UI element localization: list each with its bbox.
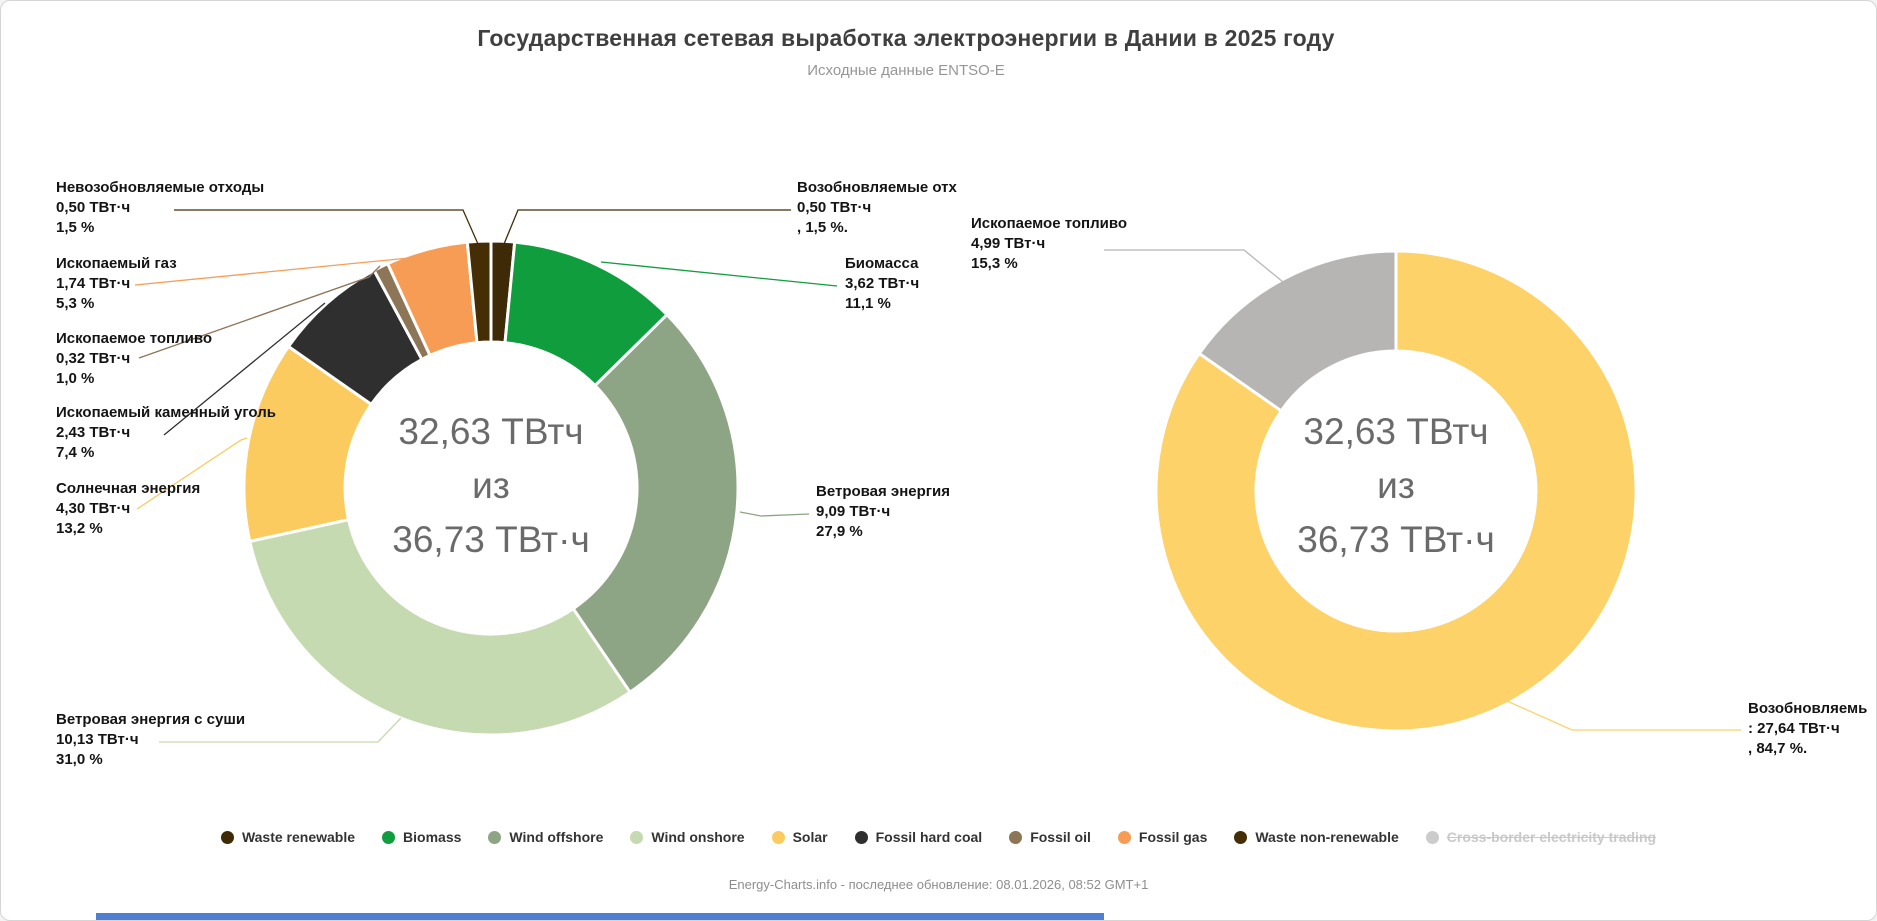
callout-percent: 11,1 %: [845, 295, 891, 312]
callout-percent: , 84,7 %.: [1748, 740, 1808, 757]
legend-item-fossil-hard-coal[interactable]: Fossil hard coal: [854, 829, 983, 845]
callout-waste-renewable: Возобновляемые отх 0,50 ТВт·ч , 1,5 %.: [797, 178, 957, 238]
callout-fossil-total: Ископаемое топливо 4,99 ТВт·ч 15,3 %: [971, 214, 1127, 274]
footer-attribution: Energy-Charts.info - последнее обновлени…: [728, 877, 1149, 892]
callout-wind-offshore: Ветровая энергия 9,09 ТВт·ч 27,9 %: [816, 482, 950, 542]
legend-label: Fossil hard coal: [875, 829, 983, 845]
callout-value: : 27,64 ТВт·ч: [1748, 720, 1840, 737]
callout-waste-non-renewable: Невозобновляемые отходы 0,50 ТВт·ч 1,5 %: [56, 178, 264, 238]
callout-title: Ископаемое топливо: [56, 330, 213, 347]
callout-title: Возобновляемь: [1748, 700, 1868, 717]
callout-biomass: Биомасса 3,62 ТВт·ч 11,1 %: [845, 254, 919, 314]
legend-dot-icon: [1234, 830, 1248, 844]
legend-item-wind-offshore[interactable]: Wind offshore: [488, 829, 603, 845]
callout-percent: , 1,5 %.: [797, 219, 848, 236]
callout-solar: Солнечная энергия 4,30 ТВт·ч 13,2 %: [56, 479, 200, 539]
page-subtitle: Исходные данные ENTSO-E: [807, 62, 1005, 79]
legend-dot-icon: [382, 830, 396, 844]
legend-dot-icon: [220, 830, 234, 844]
callout-title: Возобновляемые отх: [797, 179, 957, 196]
legend-label: Waste renewable: [241, 829, 356, 845]
legend-dot-icon: [771, 830, 785, 844]
callout-value: 0,50 ТВт·ч: [797, 199, 872, 216]
callout-percent: 1,0 %: [56, 370, 95, 387]
callout-percent: 31,0 %: [56, 751, 103, 768]
legend-label: Fossil oil: [1030, 829, 1091, 845]
slice-renewables[interactable]: [1154, 249, 1638, 733]
slice-fossil[interactable]: [1197, 249, 1398, 413]
bottom-scrollbar[interactable]: [96, 913, 1104, 920]
callout-percent: 13,2 %: [56, 520, 103, 537]
legend-dot-icon: [488, 830, 502, 844]
callout-value: 10,13 ТВт·ч: [56, 731, 139, 748]
donut-chart-renewable-vs-fossil: [1154, 249, 1638, 733]
legend-label: Wind offshore: [509, 829, 604, 845]
legend-label: Wind onshore: [651, 829, 745, 845]
callout-title: Солнечная энергия: [56, 480, 201, 497]
legend-item-waste-non-renewable[interactable]: Waste non-renewable: [1234, 829, 1399, 845]
legend-item-biomass[interactable]: Biomass: [382, 829, 461, 845]
callout-renewables-total: Возобновляемь : 27,64 ТВт·ч , 84,7 %.: [1748, 699, 1867, 759]
page-title: Государственная сетевая выработка электр…: [477, 25, 1335, 51]
callout-value: 4,30 ТВт·ч: [56, 500, 131, 517]
legend-item-wind-onshore[interactable]: Wind onshore: [630, 829, 745, 845]
legend-dot-icon: [1425, 830, 1439, 844]
legend-item-cross-border-trading[interactable]: Cross-border electricity trading: [1425, 829, 1657, 845]
donut-chart-by-source: [242, 239, 740, 737]
callout-percent: 27,9 %: [816, 523, 863, 540]
callout-percent: 7,4 %: [56, 444, 95, 461]
callout-value: 2,43 ТВт·ч: [56, 424, 131, 441]
legend-dot-icon: [1117, 830, 1131, 844]
callout-percent: 5,3 %: [56, 295, 95, 312]
callout-title: Ископаемый газ: [56, 255, 177, 272]
callout-percent: 1,5 %: [56, 219, 95, 236]
legend-label: Solar: [792, 829, 828, 845]
callout-title: Ископаемый каменный уголь: [56, 404, 276, 421]
callout-fossil-oil: Ископаемое топливо 0,32 ТВт·ч 1,0 %: [56, 329, 212, 389]
callout-value: 3,62 ТВт·ч: [845, 275, 920, 292]
callout-wind-onshore: Ветровая энергия с суши 10,13 ТВт·ч 31,0…: [56, 710, 245, 770]
legend-item-solar[interactable]: Solar: [771, 829, 828, 845]
slice-wind-onshore[interactable]: [248, 517, 633, 737]
legend-dot-icon: [1009, 830, 1023, 844]
callout-title: Ветровая энергия: [816, 483, 951, 500]
legend-item-fossil-oil[interactable]: Fossil oil: [1009, 829, 1091, 845]
legend-label: Biomass: [403, 829, 462, 845]
callout-title: Ископаемое топливо: [971, 215, 1128, 232]
legend-label: Cross-border electricity trading: [1446, 829, 1657, 845]
legend-dot-icon: [854, 830, 868, 844]
callout-value: 4,99 ТВт·ч: [971, 235, 1046, 252]
callout-percent: 15,3 %: [971, 255, 1018, 272]
slice-wind-offshore[interactable]: [571, 312, 740, 695]
legend-item-fossil-gas[interactable]: Fossil gas: [1117, 829, 1208, 845]
legend-label: Fossil gas: [1138, 829, 1208, 845]
callout-value: 9,09 ТВт·ч: [816, 503, 891, 520]
callout-title: Ветровая энергия с суши: [56, 711, 246, 728]
chart-legend: Waste renewable Biomass Wind offshore Wi…: [1, 829, 1876, 845]
callout-value: 1,74 ТВт·ч: [56, 275, 131, 292]
legend-label: Waste non-renewable: [1255, 829, 1399, 845]
callout-value: 0,32 ТВт·ч: [56, 350, 131, 367]
callout-title: Биомасса: [845, 255, 919, 272]
legend-item-waste-renewable[interactable]: Waste renewable: [220, 829, 356, 845]
callout-fossil-hard-coal: Ископаемый каменный уголь 2,43 ТВт·ч 7,4…: [56, 403, 276, 463]
callout-value: 0,50 ТВт·ч: [56, 199, 131, 216]
callout-fossil-gas: Ископаемый газ 1,74 ТВт·ч 5,3 %: [56, 254, 177, 314]
legend-dot-icon: [630, 830, 644, 844]
callout-title: Невозобновляемые отходы: [56, 179, 265, 196]
